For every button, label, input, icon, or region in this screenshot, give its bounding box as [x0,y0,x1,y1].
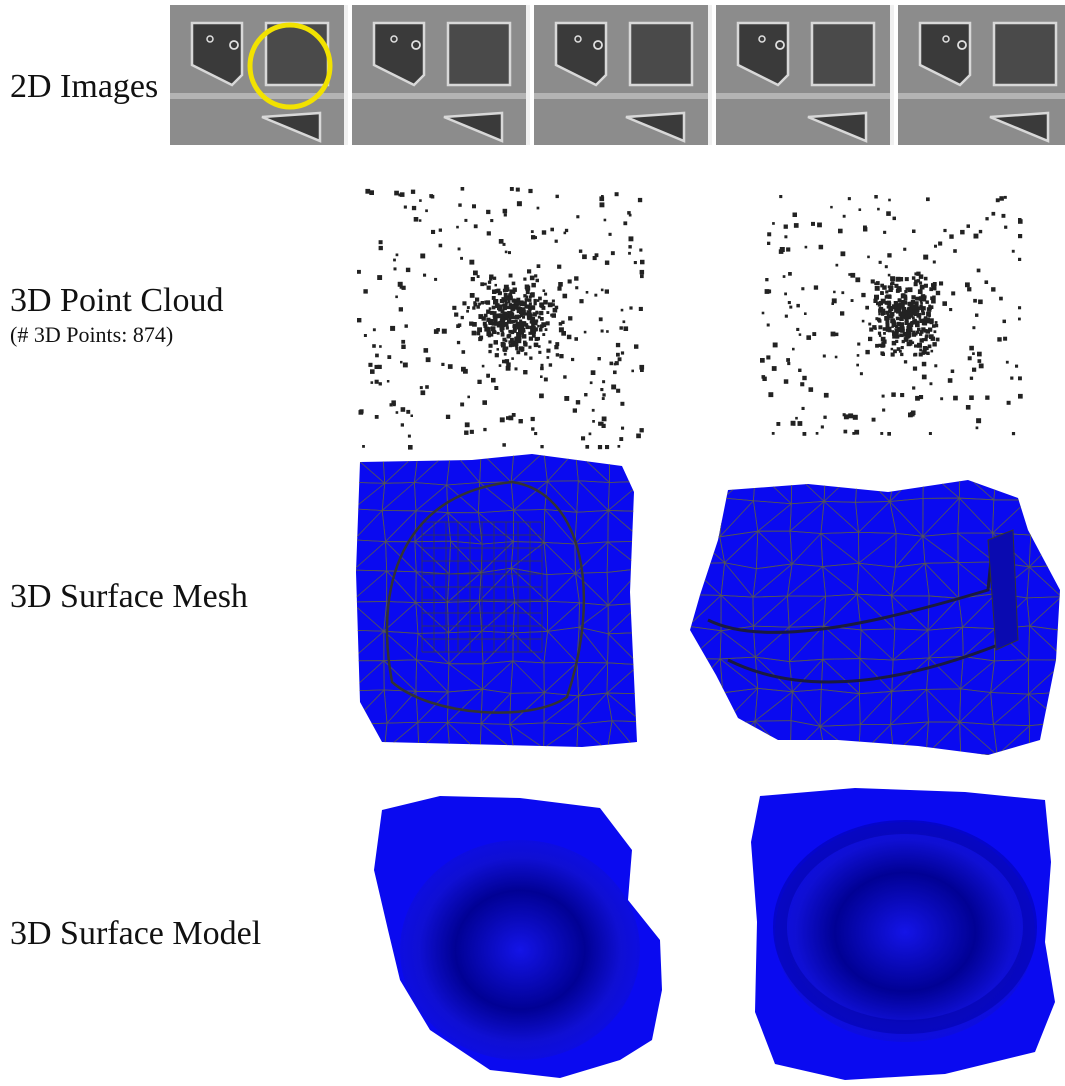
point-cloud-right [760,195,1023,436]
surface-mesh-right [690,480,1060,755]
sem-micrograph-1 [170,5,348,145]
row-label-3d-surface-model: 3D Surface Model [10,915,262,952]
sem-micrograph-4 [716,5,894,145]
yellow-circle-highlight-icon [247,22,333,110]
sem-image-frame-4 [716,5,894,145]
surface-model-left [374,796,662,1078]
row-sublabel-point-count: (# 3D Points: 874) [10,322,174,347]
surface-model-right [751,788,1055,1080]
sem-image-frame-2 [352,5,530,145]
row-label-3d-surface-mesh: 3D Surface Mesh [10,578,248,615]
sem-image-strip [170,5,1065,145]
sem-image-frame-3 [534,5,712,145]
sem-image-frame-1 [170,5,348,145]
sem-micrograph-5 [898,5,1065,145]
sem-micrograph-2 [352,5,530,145]
sem-micrograph-3 [534,5,712,145]
row-label-2d-images: 2D Images [10,68,159,105]
surface-mesh-left [356,454,637,747]
sem-image-frame-5 [898,5,1065,145]
row-label-3d-point-cloud: 3D Point Cloud [10,282,224,319]
point-cloud-left [357,187,645,450]
